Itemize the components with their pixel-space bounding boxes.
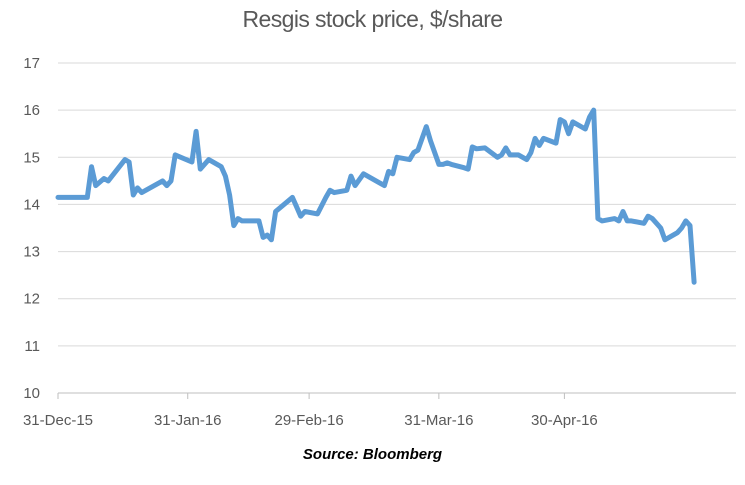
y-tick-label: 15 — [23, 149, 40, 166]
chart-title: Resgis stock price, $/share — [242, 6, 504, 32]
x-tick-labels: 31-Dec-15 31-Jan-16 29-Feb-16 31-Mar-16 30-A… — [23, 412, 598, 429]
y-tick-label: 11 — [24, 338, 40, 355]
source-annotation: Source: Bloomberg — [302, 446, 443, 463]
x-tick-label: 31-Dec-15 — [23, 412, 93, 429]
x-axis — [57, 392, 736, 399]
y-tick-label: 16 — [23, 102, 40, 119]
price-series — [55, 107, 697, 285]
gridlines — [58, 62, 736, 347]
y-tick-label: 13 — [23, 244, 40, 261]
y-tick-label: 12 — [23, 291, 40, 308]
x-tick-label: 31-Jan-16 — [154, 412, 222, 429]
y-tick-labels: 10 11 12 13 14 15 16 17 — [23, 55, 40, 402]
y-tick-label: 14 — [23, 196, 40, 213]
y-tick-label: 10 — [23, 385, 40, 402]
x-tick-label: 30-Apr-16 — [531, 412, 598, 429]
y-tick-label: 17 — [23, 55, 40, 72]
x-tick-label: 31-Mar-16 — [404, 412, 473, 429]
x-tick-label: 29-Feb-16 — [275, 412, 344, 429]
series-line — [55, 107, 697, 285]
